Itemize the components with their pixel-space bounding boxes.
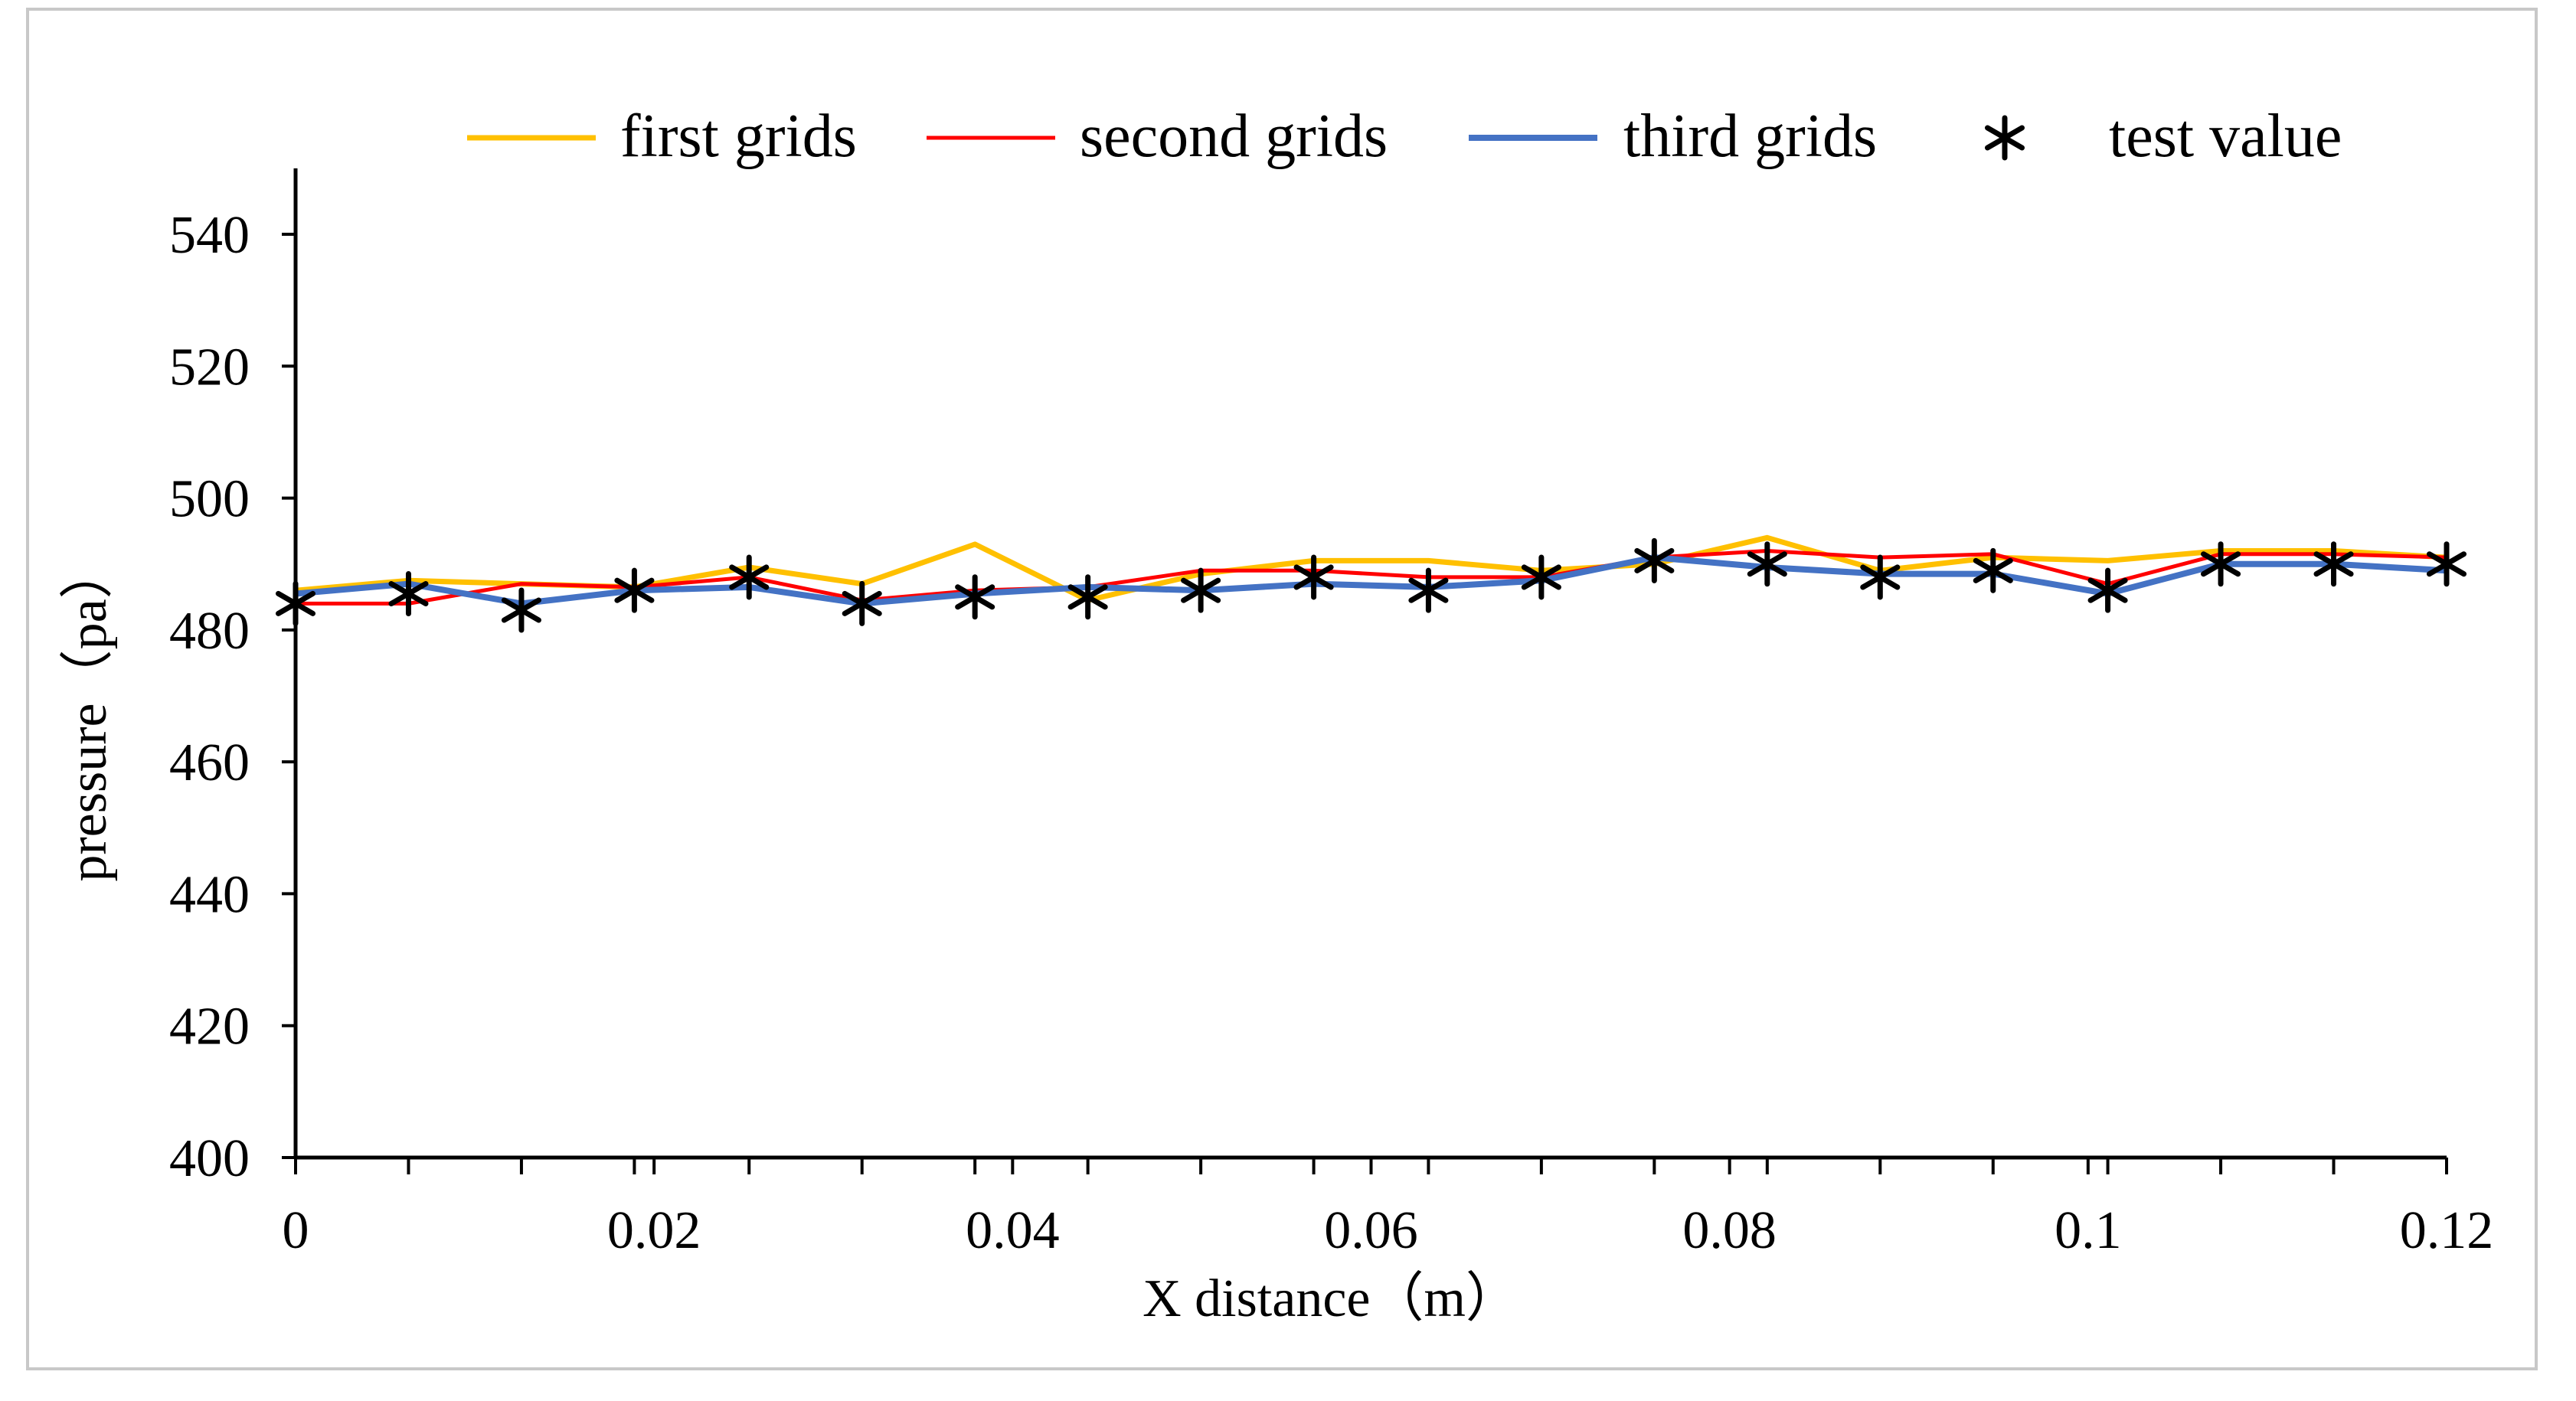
test-value-marker (501, 587, 541, 633)
marker-stroke (955, 584, 995, 610)
series-line-third-grids (295, 554, 2447, 607)
marker-stroke (275, 590, 316, 616)
legend: first grids second grids third grids test v… (467, 103, 2342, 170)
test-value-marker (1067, 574, 1108, 620)
legend-label-test-value: test value (2109, 103, 2342, 170)
marker-stroke (1747, 551, 1787, 577)
legend-label-second-grids: second grids (1080, 103, 1388, 170)
test-value-marker (1408, 567, 1449, 613)
chart-frame: first grids second grids third grids test v… (26, 8, 2538, 1370)
x-tick-label: 0.04 (966, 1201, 1060, 1260)
x-tick-label: 0.02 (607, 1201, 701, 1260)
marker-stroke (1634, 547, 1675, 573)
test-value-marker (955, 574, 995, 620)
marker-stroke (1521, 564, 1561, 590)
x-tick-label: 0.12 (2400, 1201, 2494, 1260)
test-value-marker (2201, 541, 2241, 587)
line-chart: first grids second grids third grids test v… (59, 103, 2493, 1328)
test-value-marker (2426, 541, 2467, 587)
marker-stroke (842, 590, 882, 616)
y-tick-label: 480 (169, 602, 250, 661)
test-value-marker (1860, 554, 1901, 600)
marker-stroke (1067, 584, 1108, 610)
marker-stroke (1860, 564, 1901, 590)
marker-stroke (1408, 577, 1449, 603)
legend-swatch-test-value (1984, 115, 2025, 161)
marker-stroke (614, 577, 655, 603)
test-value-marker (614, 567, 655, 613)
x-tick-label: 0.1 (2055, 1201, 2122, 1260)
axes: 400 420 440 460 480 500 520 540 0 0.02 0.04 0.06 0.0… (169, 168, 2493, 1260)
marker-stroke (2201, 551, 2241, 577)
test-value-marker (729, 554, 770, 600)
test-value-marker (1634, 537, 1675, 583)
y-tick-label: 520 (169, 338, 250, 397)
test-value-marker (1973, 547, 2013, 593)
y-tick-label: 420 (169, 998, 250, 1056)
test-value-marker (2313, 541, 2354, 587)
marker-stroke (2313, 551, 2354, 577)
test-value-marker (275, 580, 316, 626)
legend-label-third-grids: third grids (1623, 103, 1877, 170)
series-layer (275, 534, 2467, 633)
test-value-marker (2087, 567, 2128, 613)
y-tick-label: 440 (169, 865, 250, 924)
test-value-marker (1181, 567, 1221, 613)
y-axis-title: pressure（pa） (59, 545, 118, 881)
marker-stroke (1984, 125, 2025, 151)
y-tick-label: 400 (169, 1129, 250, 1188)
marker-stroke (388, 580, 429, 606)
marker-stroke (1293, 564, 1334, 590)
x-tick-label: 0 (283, 1201, 309, 1260)
marker-stroke (729, 564, 770, 590)
x-tick-label: 0.08 (1682, 1201, 1777, 1260)
marker-stroke (2087, 577, 2128, 603)
legend-label-first-grids: first grids (620, 103, 857, 170)
marker-stroke (1181, 577, 1221, 603)
marker-stroke (2426, 551, 2467, 577)
y-tick-label: 460 (169, 733, 250, 792)
y-tick-label: 540 (169, 206, 250, 265)
test-value-marker (1293, 554, 1334, 600)
test-value-marker (1747, 541, 1787, 587)
x-tick-label: 0.06 (1324, 1201, 1418, 1260)
test-value-marker (842, 580, 882, 626)
test-value-marker (388, 570, 429, 616)
marker-stroke (501, 597, 541, 623)
marker-stroke (1973, 557, 2013, 583)
test-value-marker (1521, 554, 1561, 600)
y-tick-label: 500 (169, 470, 250, 529)
x-axis-title: X distance（m） (1143, 1269, 1519, 1328)
